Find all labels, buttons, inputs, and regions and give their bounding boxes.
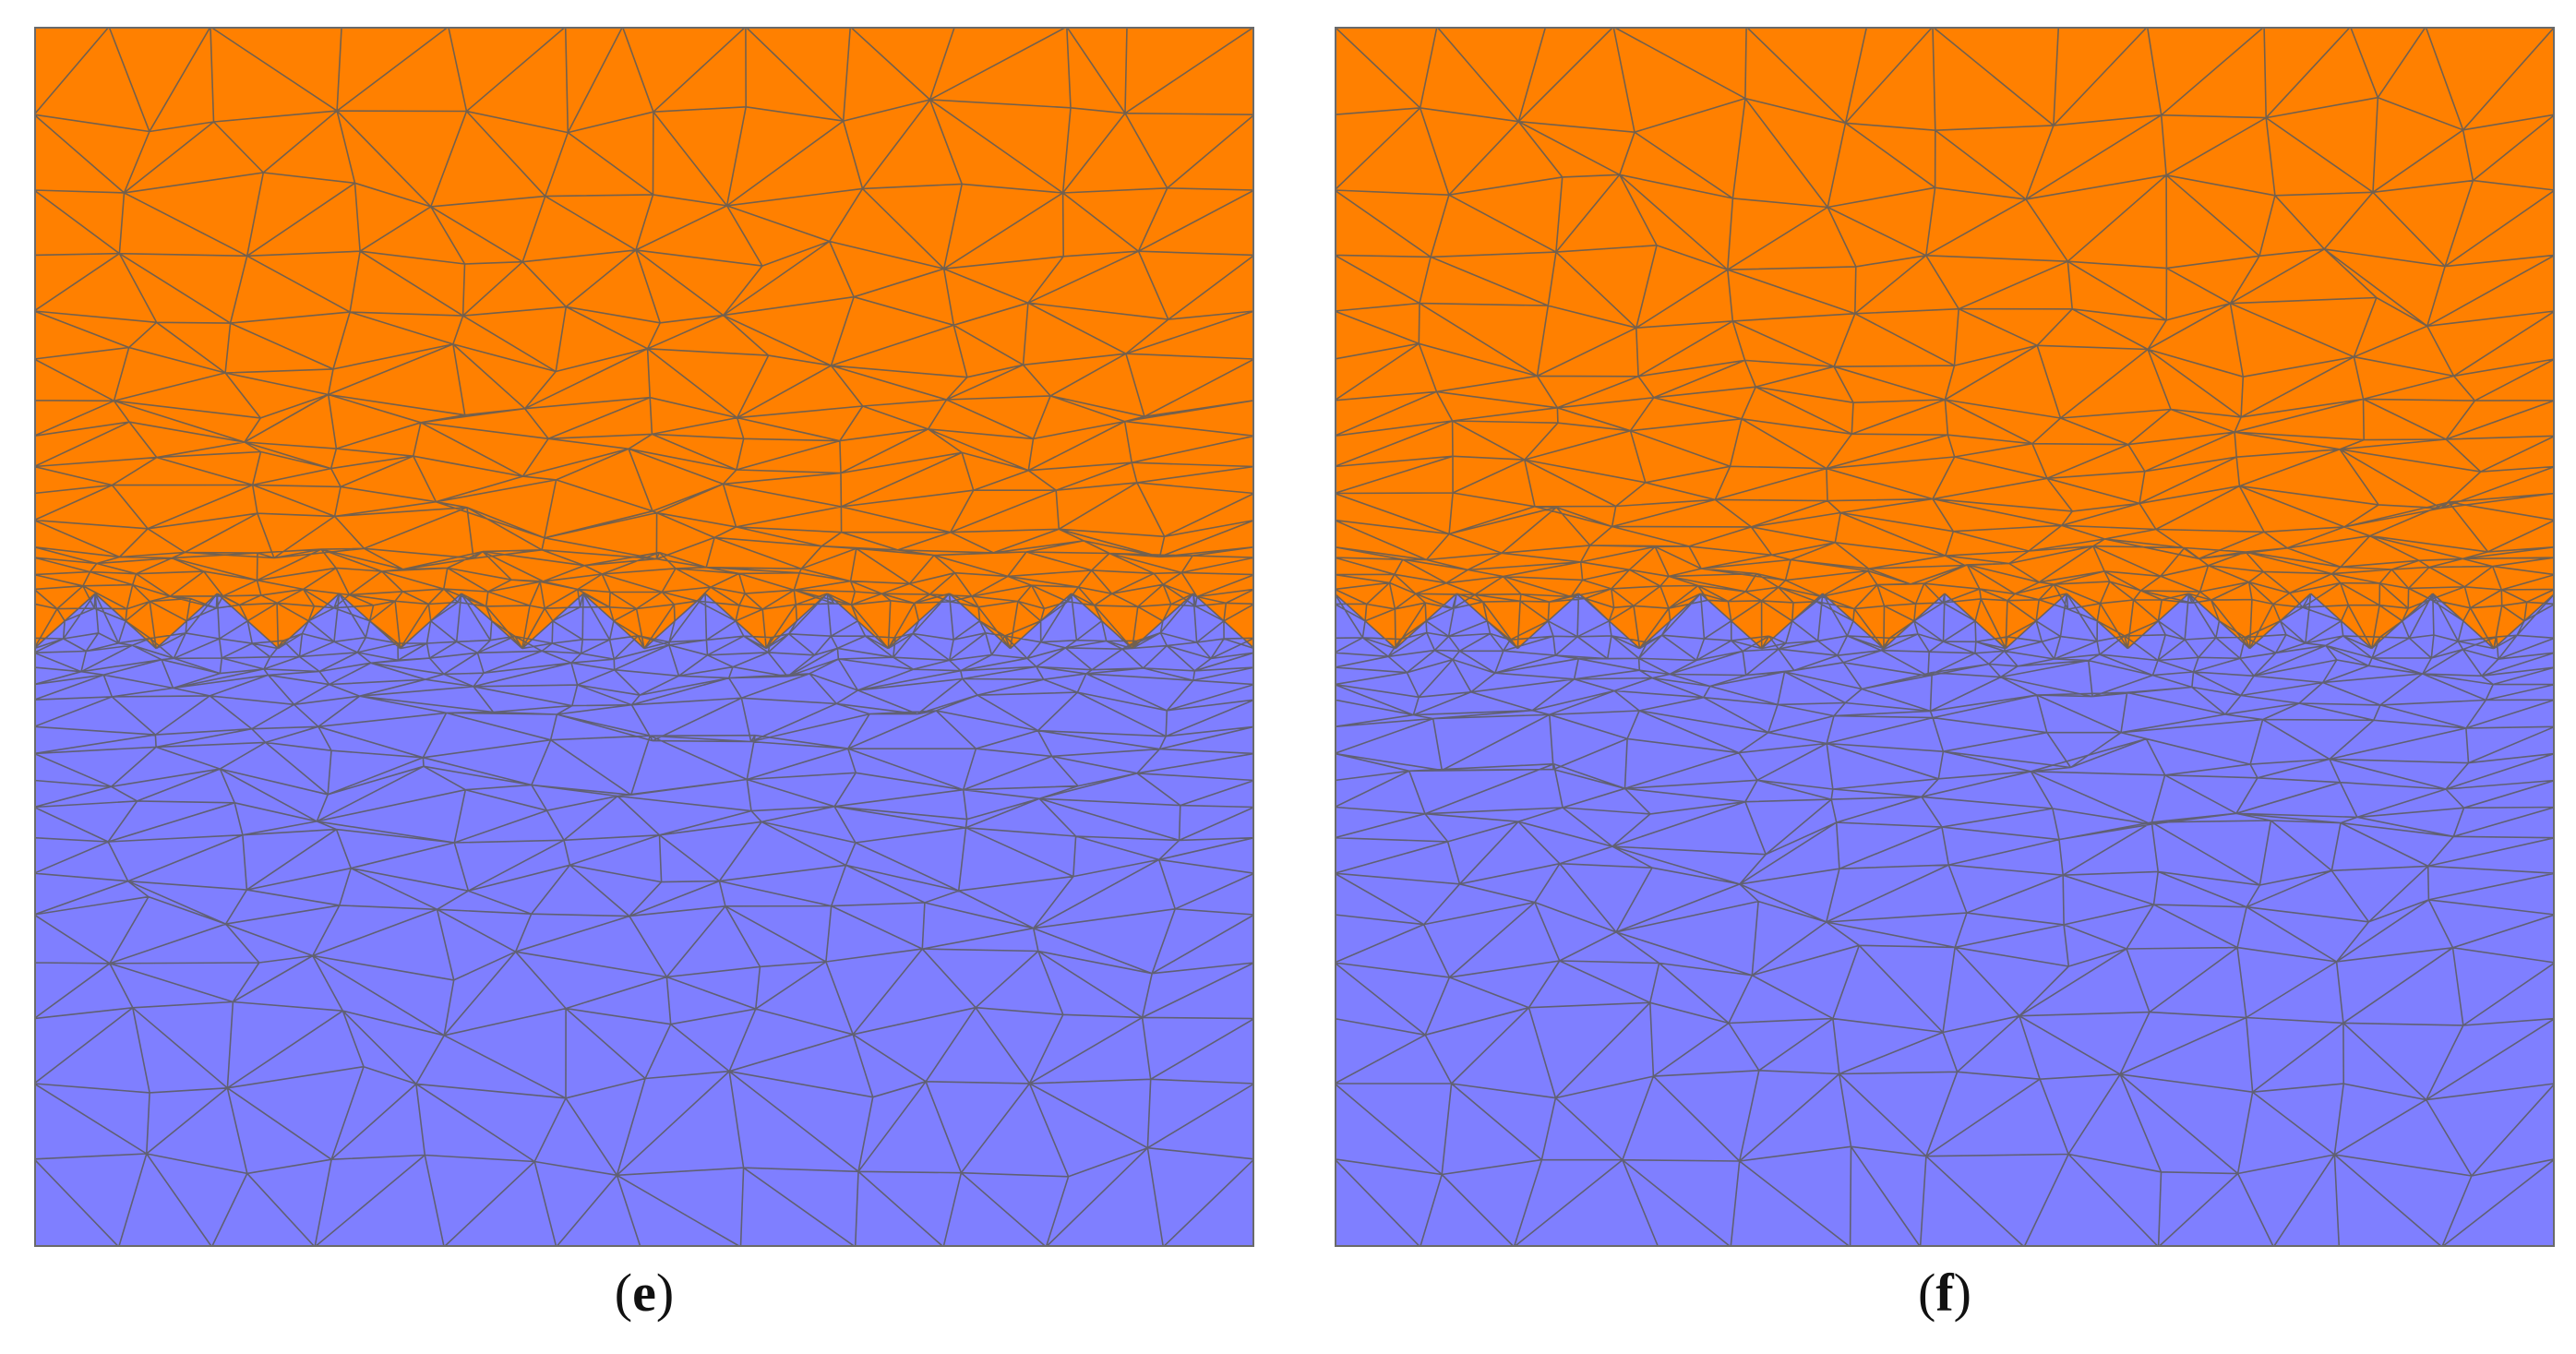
caption-f: (f) <box>1918 1263 1971 1323</box>
caption-e: (e) <box>614 1263 675 1323</box>
mesh-diagram-f <box>1335 27 2555 1247</box>
lower-domain-e <box>34 593 1254 1247</box>
mesh-panel-e <box>34 27 1254 1247</box>
panel-border-f <box>1335 27 2555 1247</box>
lower-domain-f <box>1335 593 2555 1247</box>
mesh-panel-f <box>1335 27 2555 1247</box>
mesh-lines-e <box>34 27 1254 1247</box>
panel-border-e <box>34 27 1254 1247</box>
mesh-lines-f <box>1335 27 2555 1247</box>
mesh-diagram-e <box>34 27 1254 1247</box>
